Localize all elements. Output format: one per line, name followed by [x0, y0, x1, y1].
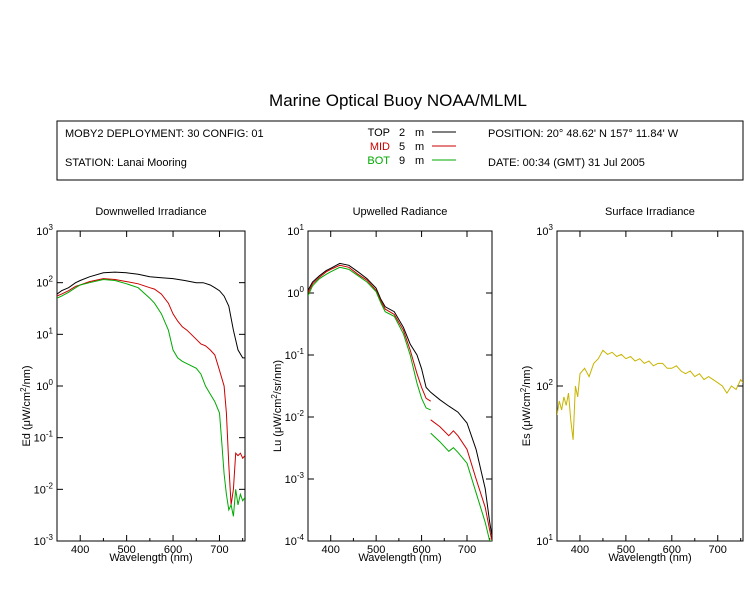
plot-frame: [56, 230, 246, 542]
x-tick-label: 500: [367, 544, 385, 556]
y-tick-exponent: -3: [46, 533, 54, 542]
y-tick-label: 10-1: [34, 430, 54, 445]
surface-irradiance-panel: Surface Irradiance 400 500 600 700 Wavelength…: [519, 206, 744, 564]
series-line-mid: [57, 278, 245, 505]
x-tick-label: 400: [71, 544, 89, 556]
series-line-bot: [308, 266, 431, 411]
x-tick-label: 600: [663, 544, 681, 556]
x-tick-label: 700: [210, 544, 228, 556]
series-line-surface: [557, 349, 743, 440]
station-text: STATION: Lanai Mooring: [65, 157, 187, 169]
y-tick-exponent: -2: [46, 481, 54, 490]
legend-item-bot: BOT 9 m: [367, 155, 456, 167]
legend-label: TOP: [368, 127, 390, 139]
y-axis-label: Ed (μW/cm2/nm): [19, 365, 33, 446]
x-axis-label: Wavelength (nm): [109, 552, 192, 564]
plot-frame: [556, 230, 744, 542]
info-box: MOBY2 DEPLOYMENT: 30 CONFIG: 01 STATION:…: [56, 120, 744, 181]
y-tick-label: 103: [36, 223, 53, 238]
y-tick-exponent: 0: [49, 378, 54, 387]
legend-label: MID: [370, 141, 390, 153]
y-tick-exponent: 1: [49, 326, 54, 335]
y-tick-label: 101: [36, 326, 53, 341]
y-tick-exponent: 1: [549, 533, 554, 542]
series-line-top: [308, 262, 492, 537]
legend-unit: m: [415, 155, 424, 167]
legend-label: BOT: [367, 155, 390, 167]
y-tick-label: 10-3: [34, 533, 54, 548]
y-tick-label: 102: [536, 378, 553, 393]
position-text: POSITION: 20° 48.62' N 157° 11.84' W: [488, 128, 679, 140]
x-tick-label: 700: [709, 544, 727, 556]
x-axis-label: Wavelength (nm): [608, 552, 691, 564]
y-axis-label: Lu (μW/cm2/sr/nm): [270, 360, 284, 452]
x-tick-label: 400: [571, 544, 589, 556]
legend-unit: m: [415, 127, 424, 139]
y-tick-label: 10-1: [285, 347, 305, 362]
series-line-bot: [430, 432, 492, 541]
y-tick-exponent: -1: [46, 430, 54, 439]
y-tick-exponent: -4: [297, 533, 305, 542]
panel-title: Downwelled Irradiance: [95, 206, 206, 218]
info-box-frame: [56, 120, 744, 181]
legend-depth: 9: [399, 155, 405, 167]
legend-depth: 5: [399, 141, 405, 153]
legend-depth: 2: [399, 127, 405, 139]
legend-unit: m: [415, 141, 424, 153]
y-axis-label: Es (μW/cm2/nm): [519, 366, 533, 446]
y-tick-label: 102: [36, 275, 53, 290]
panel-title: Surface Irradiance: [605, 206, 695, 218]
y-tick-label: 10-4: [285, 533, 305, 548]
y-tick-exponent: 0: [300, 285, 305, 294]
page-title: Marine Optical Buoy NOAA/MLML: [269, 91, 527, 110]
x-tick-label: 600: [164, 544, 182, 556]
y-tick-exponent: -2: [297, 409, 305, 418]
y-tick-label: 10-3: [285, 471, 305, 486]
upwelled-radiance-panel: Upwelled Radiance 400 500 600 700 Wavelength …: [270, 206, 493, 564]
y-tick-exponent: 3: [549, 223, 554, 232]
y-tick-exponent: 2: [49, 275, 54, 284]
plot-frame: [307, 230, 493, 542]
y-tick-label: 100: [36, 378, 53, 393]
series-line-bot: [57, 278, 245, 517]
panel-title: Upwelled Radiance: [353, 206, 448, 218]
y-tick-label: 103: [536, 223, 553, 238]
y-tick-label: 100: [287, 285, 304, 300]
legend-item-mid: MID 5 m: [370, 141, 456, 153]
x-tick-label: 400: [322, 544, 340, 556]
y-tick-label: 10-2: [285, 409, 305, 424]
y-tick-label: 10-2: [34, 481, 54, 496]
series-line-mid: [308, 264, 431, 402]
x-tick-label: 500: [617, 544, 635, 556]
downwelled-irradiance-panel: Downwelled Irradiance 400 500 600 700 Wavelen…: [19, 206, 246, 564]
y-tick-exponent: -1: [297, 347, 305, 356]
y-tick-exponent: 2: [549, 378, 554, 387]
legend-item-top: TOP 2 m: [368, 127, 456, 139]
y-tick-label: 101: [287, 223, 304, 238]
y-tick-label: 101: [536, 533, 553, 548]
y-tick-exponent: -3: [297, 471, 305, 480]
date-text: DATE: 00:34 (GMT) 31 Jul 2005: [488, 157, 645, 169]
series-line-top: [57, 271, 245, 359]
x-tick-label: 600: [412, 544, 430, 556]
x-tick-label: 500: [117, 544, 135, 556]
x-tick-label: 700: [458, 544, 476, 556]
x-axis-label: Wavelength (nm): [358, 552, 441, 564]
deployment-text: MOBY2 DEPLOYMENT: 30 CONFIG: 01: [65, 128, 264, 140]
chart-panels: Downwelled Irradiance 400 500 600 700 Wavelen…: [19, 206, 744, 564]
series-line-mid: [430, 419, 492, 541]
y-tick-exponent: 3: [49, 223, 54, 232]
y-tick-exponent: 1: [300, 223, 305, 232]
